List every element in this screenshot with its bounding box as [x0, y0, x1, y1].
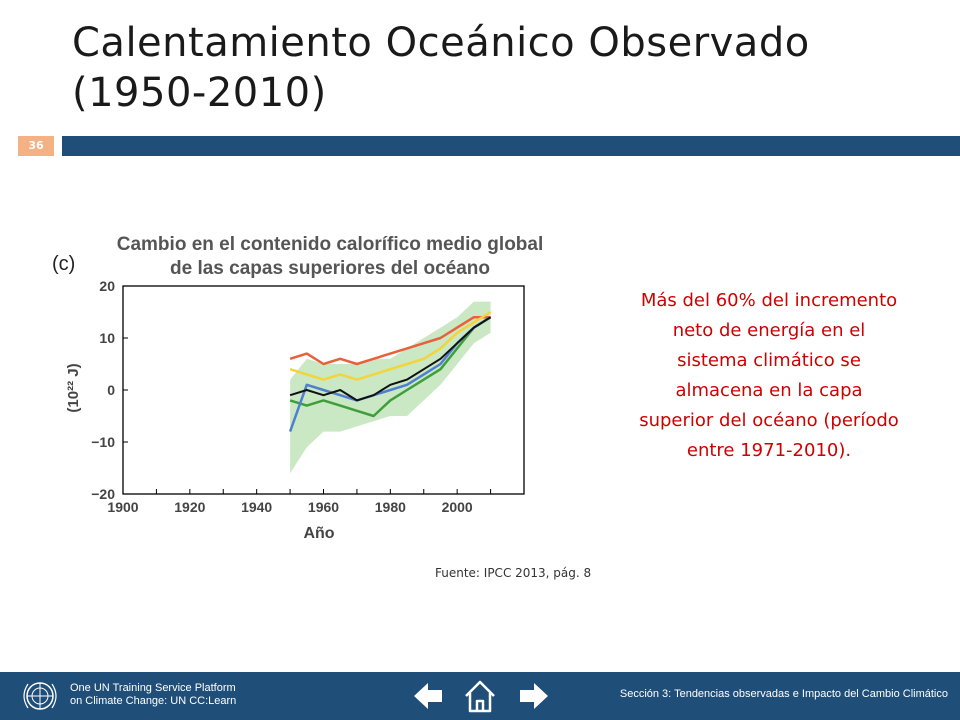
- home-icon[interactable]: [462, 678, 498, 714]
- x-tick-label: 1940: [241, 499, 272, 515]
- x-tick-label: 1960: [308, 499, 339, 515]
- series-line-1: [289, 315, 491, 366]
- slide-title: Calentamiento Oceánico Observado (1950-2…: [72, 18, 932, 118]
- slide-number: 36: [18, 136, 54, 156]
- y-tick-label: 0: [107, 382, 115, 398]
- x-tick-label: 1920: [174, 499, 205, 515]
- x-tick-label: 1980: [375, 499, 406, 515]
- platform-line1: One UN Training Service Platform: [70, 682, 236, 694]
- slide-title-line2: (1950-2010): [72, 70, 327, 116]
- series-line-3: [289, 316, 492, 418]
- series-line-2: [289, 310, 492, 381]
- platform-line2: on Climate Change: UN CC:Learn: [70, 695, 237, 707]
- title-bar: [62, 136, 960, 156]
- source-citation: Fuente: IPCC 2013, pág. 8: [435, 566, 592, 580]
- arrow-left-icon[interactable]: [410, 678, 446, 714]
- y-tick-label: −10: [91, 434, 115, 450]
- platform-name: One UN Training Service Platform on Clim…: [70, 682, 236, 708]
- y-tick-label: −20: [91, 486, 115, 502]
- chart-x-label: Año: [303, 525, 334, 542]
- callout-text: Más del 60% del incremento neto de energ…: [639, 290, 899, 461]
- x-tick-label: 1900: [107, 499, 138, 515]
- chart-y-label: (10²² J): [65, 363, 82, 412]
- chart-title-line2: de las capas superiores del océano: [170, 258, 490, 279]
- section-label: Sección 3: Tendencias observadas e Impac…: [619, 688, 948, 700]
- ocean-heat-chart: (c) Cambio en el contenido calorífico me…: [52, 234, 544, 542]
- slide-title-line1: Calentamiento Oceánico Observado: [72, 20, 810, 66]
- y-tick-label: 20: [99, 278, 115, 294]
- arrow-right-icon[interactable]: [516, 678, 552, 714]
- series-line-5: [289, 316, 492, 402]
- x-tick-label: 2000: [442, 499, 473, 515]
- chart-panel-label: (c): [52, 253, 75, 275]
- y-tick-label: 10: [99, 330, 115, 346]
- uncertainty-band: [290, 301, 491, 474]
- chart-title-line1: Cambio en el contenido calorífico medio …: [117, 234, 544, 255]
- un-emblem-icon: [23, 682, 57, 710]
